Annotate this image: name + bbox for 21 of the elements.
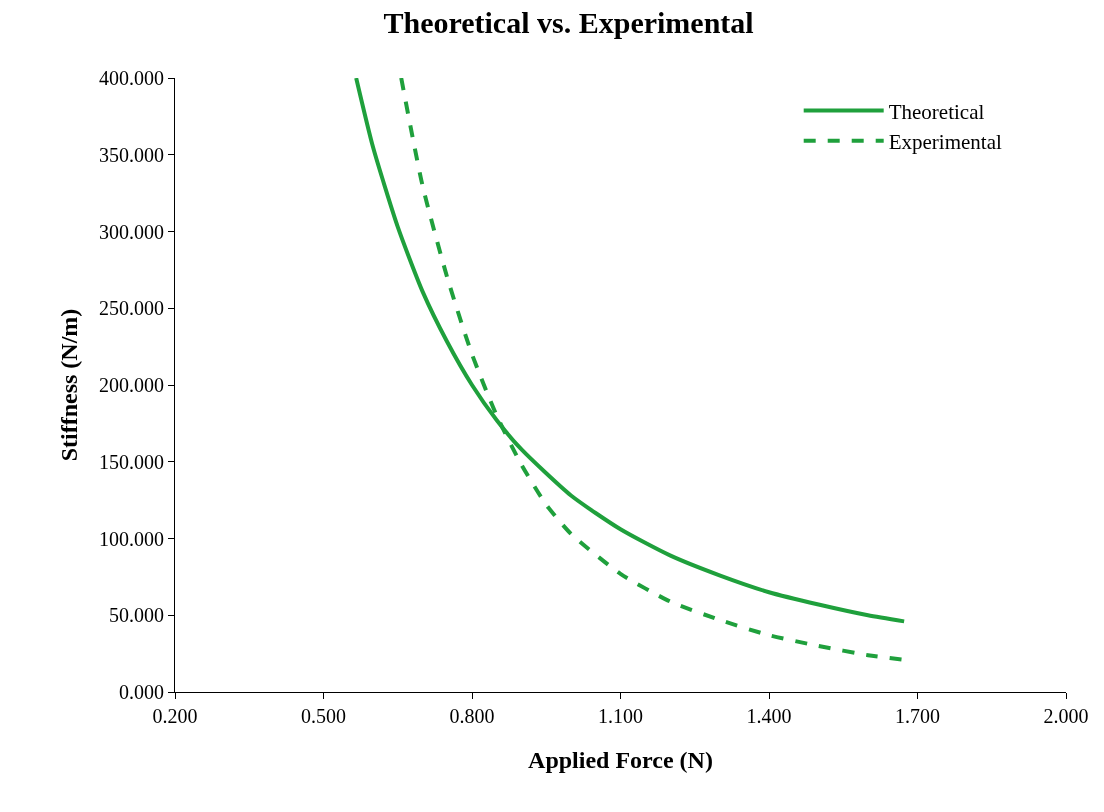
y-tick-label: 350.000 xyxy=(99,143,164,166)
legend-label: Experimental xyxy=(888,129,1002,154)
y-tick-label: 250.000 xyxy=(99,297,164,320)
y-tick-label: 400.000 xyxy=(99,67,164,89)
y-tick-label: 300.000 xyxy=(99,220,164,243)
y-tick-label: 0.000 xyxy=(119,681,164,703)
x-tick-label: 1.100 xyxy=(598,705,643,727)
x-tick-label: 0.200 xyxy=(152,705,198,727)
x-axis-title: Applied Force (N) xyxy=(528,747,713,774)
x-tick-label: 1.400 xyxy=(746,705,792,727)
y-tick-label: 200.000 xyxy=(99,374,164,396)
y-axis-title: Stiffness (N/m) xyxy=(56,308,83,462)
x-tick-label: 2.000 xyxy=(1043,705,1089,727)
y-tick-label: 50.000 xyxy=(109,604,164,627)
chart-title: Theoretical vs. Experimental xyxy=(383,6,754,40)
x-tick-label: 1.700 xyxy=(895,705,940,727)
x-tick-label: 0.800 xyxy=(449,705,495,727)
legend-label: Theoretical xyxy=(888,99,985,124)
x-tick-label: 0.500 xyxy=(301,705,346,727)
y-tick-label: 100.000 xyxy=(99,527,164,550)
y-tick-label: 150.000 xyxy=(99,450,164,473)
